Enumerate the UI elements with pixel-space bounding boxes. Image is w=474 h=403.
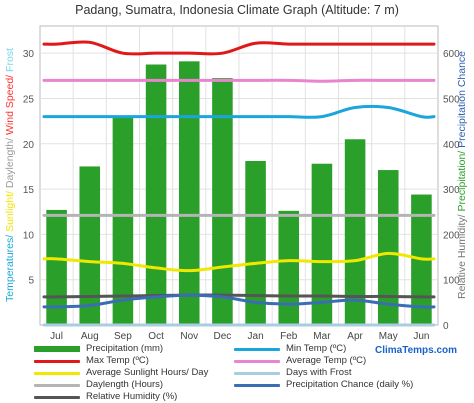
legend-label: Average Sunlight Hours/ Day xyxy=(86,367,209,378)
legend-swatch xyxy=(34,396,80,399)
left-tick-label: 30 xyxy=(23,49,35,60)
right-tick-label: 300 xyxy=(443,185,460,196)
legend-label: Min Temp (ºC) xyxy=(286,343,347,354)
x-tick-label: May xyxy=(379,331,398,342)
humidity-line xyxy=(42,293,436,299)
axis-label-part: Daylength/ xyxy=(4,135,16,188)
legend: Precipitation (mm) Min Temp (ºC) Max Tem… xyxy=(34,343,444,402)
legend-label: Precipitation (mm) xyxy=(86,343,164,354)
axis-label-part: Precipitation Chance xyxy=(456,51,468,148)
min-temp-line xyxy=(42,104,436,119)
x-tick-label: Jan xyxy=(248,331,264,342)
x-tick-label: Feb xyxy=(280,331,298,342)
legend-label: Daylength (Hours) xyxy=(86,379,164,390)
right-tick-label: 100 xyxy=(443,276,460,287)
right-tick-label: 600 xyxy=(443,49,460,60)
max-temp-line xyxy=(42,40,436,56)
x-tick-label: Oct xyxy=(148,331,164,342)
precipitation-bar xyxy=(344,139,366,325)
sunlight-line xyxy=(42,251,436,273)
precipitation-bar xyxy=(145,64,167,326)
right-tick-label: 500 xyxy=(443,94,460,105)
right-axis-ticks: 0 100 200 300 400 500 600 xyxy=(443,49,460,332)
grid xyxy=(40,26,438,325)
precipitation-bar xyxy=(112,116,134,325)
x-tick-label: Sep xyxy=(114,331,132,342)
legend-swatch xyxy=(34,360,80,363)
average-temp-line xyxy=(42,78,436,83)
x-tick-label: Jun xyxy=(413,331,429,342)
precipitation-bar xyxy=(377,170,399,325)
x-tick-label: Dec xyxy=(214,331,232,342)
left-axis-label: Temperatures/ Sunlight/ Daylength/ Wind … xyxy=(4,48,16,302)
left-axis-ticks: 5 10 15 20 25 30 xyxy=(23,49,35,287)
axis-label-part: Precipitation/ xyxy=(456,148,468,212)
legend-label: Relative Humidity (%) xyxy=(86,391,178,402)
axis-label-part: Temperatures/ xyxy=(4,232,16,302)
legend-swatch xyxy=(234,372,280,375)
x-axis-ticks: Jul Aug Sep Oct Nov Dec Jan Feb Mar Apr May Jun xyxy=(50,331,429,342)
left-tick-label: 20 xyxy=(23,140,35,151)
precipitation-bar xyxy=(212,78,233,326)
axis-label-part: Sunlight/ xyxy=(4,188,16,232)
legend-swatch xyxy=(234,348,280,351)
precipitation-bar xyxy=(311,163,333,325)
axis-label-part: Frost xyxy=(4,48,16,72)
precipitation-bar xyxy=(79,166,101,325)
axis-label-part: Wind Speed/ xyxy=(4,72,16,135)
legend-swatch xyxy=(34,346,80,352)
x-tick-label: Jul xyxy=(50,331,63,342)
legend-label: Average Temp (ºC) xyxy=(286,355,367,366)
x-tick-label: Aug xyxy=(81,331,99,342)
legend-swatch xyxy=(34,384,80,387)
right-tick-label: 0 xyxy=(443,321,449,332)
brand-link[interactable]: ClimaTemps.com xyxy=(375,345,458,356)
legend-label: Max Temp (ºC) xyxy=(86,355,149,366)
legend-swatch xyxy=(234,360,280,363)
series-lines xyxy=(42,40,436,327)
legend-swatch xyxy=(34,372,80,375)
right-tick-label: 200 xyxy=(443,230,460,241)
axis-label-part: Relative Humidity/ xyxy=(456,211,468,299)
left-tick-label: 5 xyxy=(28,276,34,287)
legend-swatch xyxy=(234,384,280,387)
precipitation-bar xyxy=(178,61,200,325)
left-tick-label: 10 xyxy=(23,230,35,241)
right-tick-label: 400 xyxy=(443,140,460,151)
x-tick-label: Nov xyxy=(180,331,198,342)
legend-label: Precipitation Chance (daily %) xyxy=(286,379,414,390)
chart-title: Padang, Sumatra, Indonesia Climate Graph… xyxy=(75,3,399,17)
right-axis-label: Relative Humidity/ Precipitation/ Precip… xyxy=(456,51,468,299)
precipitation-chance-line xyxy=(42,293,436,309)
x-tick-label: Apr xyxy=(347,331,363,342)
left-tick-label: 25 xyxy=(23,94,35,105)
precipitation-bar xyxy=(245,161,266,325)
left-tick-label: 15 xyxy=(23,185,35,196)
legend-label: Days with Frost xyxy=(286,367,352,378)
precipitation-bar xyxy=(278,210,300,325)
x-tick-label: Mar xyxy=(313,331,331,342)
